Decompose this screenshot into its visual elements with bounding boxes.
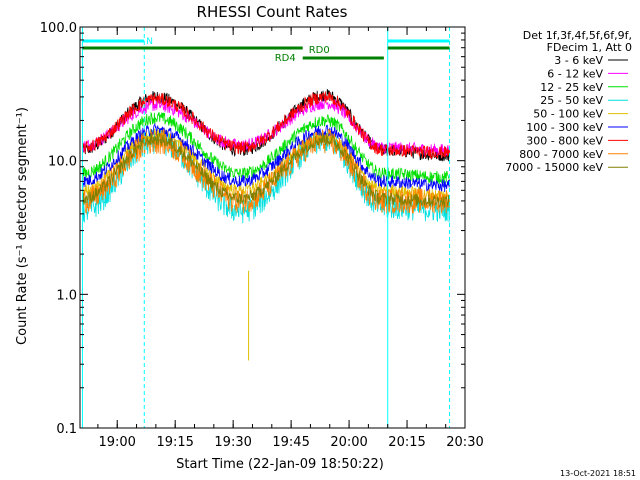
series-line-8 [82, 132, 450, 209]
legend-label-2: 12 - 25 keV [540, 81, 603, 94]
attenuator-label-rd0: RD0 [309, 45, 330, 56]
series-line-6 [82, 91, 450, 161]
axes-layer: 0.1 1.0 10.0 100.0 19:00 19:15 19:30 19:45 20:00… [40, 21, 484, 450]
plot-area [80, 27, 465, 428]
legend-label-1: 6 - 12 keV [547, 67, 603, 80]
x-tick-label-2: 19:30 [214, 435, 251, 450]
plot-frame [79, 26, 466, 429]
y-tick-label-2: 10.0 [48, 155, 77, 170]
legend-label-0: 3 - 6 keV [554, 54, 603, 67]
attenuator-label-rd4: RD4 [275, 53, 296, 64]
x-tick-label-1: 19:15 [156, 435, 193, 450]
legend-label-6: 300 - 800 keV [526, 134, 603, 147]
legend: Det 1f,3f,4f,5f,6f,9f,FDecim 1, Att 03 -… [505, 29, 632, 174]
y-tick-label-0: 0.1 [56, 422, 77, 437]
y-axis-label: Count Rate (s⁻¹ detector segment⁻¹) [15, 107, 30, 345]
y-tick-label-1: 1.0 [56, 288, 77, 303]
x-tick-label-5: 20:15 [388, 435, 425, 450]
plot-background [80, 27, 465, 428]
series-line-2 [82, 111, 450, 185]
series-line-5 [82, 122, 450, 193]
x-tick-label-4: 20:00 [330, 435, 367, 450]
legend-header-line-1: Det 1f,3f,4f,5f,6f,9f, [523, 29, 632, 42]
x-axis-label: Start Time (22-Jan-09 18:50:22) [176, 457, 384, 472]
legend-label-3: 25 - 50 keV [540, 94, 603, 107]
x-tick-label-3: 19:45 [272, 435, 309, 450]
legend-label-5: 100 - 300 keV [526, 121, 603, 134]
overlay-layer: N RD0 RD4 [81, 27, 451, 428]
legend-header-line-2: FDecim 1, Att 0 [547, 41, 632, 54]
interval-label-0: N [146, 37, 153, 47]
y-tick-label-3: 100.0 [40, 21, 77, 36]
series-layer [82, 88, 450, 361]
x-tick-label-0: 19:00 [98, 435, 135, 450]
legend-label-7: 800 - 7000 keV [519, 148, 603, 161]
footer-timestamp: 13-Oct-2021 18:51 [560, 469, 636, 478]
legend-label-4: 50 - 100 keV [533, 108, 603, 121]
chart-title: RHESSI Count Rates [197, 3, 348, 21]
x-tick-label-6: 20:30 [446, 435, 483, 450]
legend-label-8: 7000 - 15000 keV [505, 161, 603, 174]
